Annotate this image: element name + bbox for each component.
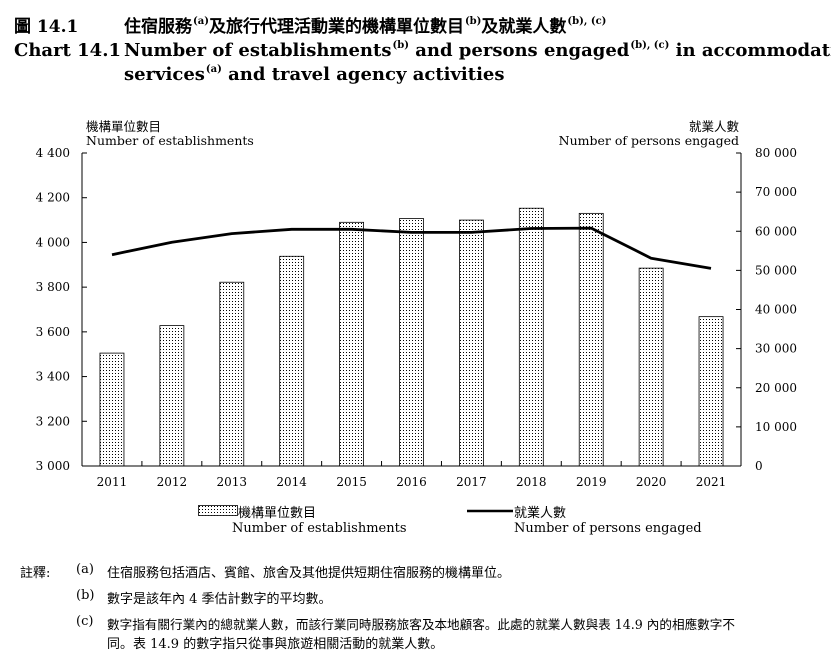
right-tick-label: 50 000 (755, 263, 797, 277)
note-c-mark: (c) (76, 614, 94, 629)
left-tick-label: 3 600 (36, 325, 70, 339)
title-zh-part1: 住宿服務 (124, 17, 192, 37)
title-en-part1: Number of establishments (124, 40, 392, 61)
bar-2013 (219, 281, 245, 467)
notes-label: 註釋: (20, 566, 51, 581)
right-tick-label: 80 000 (755, 146, 797, 160)
left-tick-label: 3 000 (36, 459, 70, 473)
bar-2018 (518, 207, 544, 467)
legend-line-label-en: Number of persons engaged (514, 521, 702, 536)
right-tick-label: 0 (755, 459, 763, 473)
left-tick-label: 3 400 (36, 370, 70, 384)
chart-title-en-line1: Number of establishments(b) and persons … (124, 40, 831, 61)
bar-2014 (279, 255, 305, 467)
x-tick-label-2018: 2018 (516, 475, 547, 489)
title-en-part2: and persons engaged (408, 40, 630, 61)
title-zh-sup-b: (b) (464, 16, 482, 27)
x-tick-label-2015: 2015 (336, 475, 367, 489)
left-tick-label: 4 000 (36, 235, 70, 249)
bar-2019 (578, 212, 604, 467)
legend-bar-swatch (198, 505, 238, 516)
left-tick-label: 4 200 (36, 191, 70, 205)
x-tick-label-2013: 2013 (216, 475, 247, 489)
x-tick-label-2017: 2017 (456, 475, 487, 489)
chart-title-zh: 住宿服務(a)及旅行代理活動業的機構單位數目(b)及就業人數(b), (c) (124, 12, 606, 37)
title-en-sup-a: (a) (205, 64, 222, 75)
left-tick-label: 3 800 (36, 280, 70, 294)
legend-line-label-zh: 就業人數 (514, 506, 567, 521)
right-tick-label: 30 000 (755, 342, 797, 356)
title-en-sup-b: (b) (392, 40, 409, 51)
title-zh-sup-bc: (b), (c) (567, 16, 607, 27)
note-c-text-line1: 數字指有關行業內的總就業人數，而該行業同時服務旅客及本地顧客。此處的就業人數與表… (107, 617, 735, 632)
note-b-mark: (b) (76, 588, 95, 603)
x-tick-label-2020: 2020 (636, 475, 667, 489)
right-axis-title-zh: 就業人數 (688, 119, 739, 134)
bar-2020 (638, 267, 664, 467)
bar-2015 (339, 221, 364, 467)
title-en-part5: and travel agency activities (221, 64, 505, 85)
note-a-text: 住宿服務包括酒店、賓館、旅舍及其他提供短期住宿服務的機構單位。 (107, 566, 511, 581)
bar-2016 (399, 218, 424, 467)
left-axis-title-zh: 機構單位數目 (86, 119, 162, 134)
legend-bar-label-zh: 機構單位數目 (238, 506, 317, 521)
chart-label-en: Chart 14.1 (14, 40, 121, 61)
title-en-sup-bc: (b), (c) (630, 40, 670, 51)
x-tick-label-2021: 2021 (696, 475, 727, 489)
right-tick-label: 40 000 (755, 303, 797, 317)
persons-engaged-line (111, 226, 712, 270)
x-tick-label-2014: 2014 (276, 475, 307, 489)
right-tick-label: 10 000 (755, 420, 797, 434)
note-b-text: 數字是該年內 4 季估計數字的平均數。 (107, 592, 332, 607)
right-tick-label: 20 000 (755, 381, 797, 395)
right-tick-label: 70 000 (755, 185, 797, 199)
right-axis-title-en: Number of persons engaged (558, 133, 739, 148)
bar-2021 (698, 316, 724, 467)
x-tick-label-2012: 2012 (157, 475, 188, 489)
left-axis-title-en: Number of establishments (86, 133, 254, 148)
x-tick-label-2016: 2016 (396, 475, 427, 489)
x-tick-label-2019: 2019 (576, 475, 607, 489)
title-en-part3: in accommodation (675, 40, 831, 61)
bar-2012 (159, 325, 185, 467)
left-tick-label: 3 200 (36, 414, 70, 428)
x-tick-label-2011: 2011 (97, 475, 128, 489)
note-a-mark: (a) (76, 562, 94, 577)
title-zh-part2: 及旅行代理活動業的機構單位數目 (208, 17, 464, 37)
chart-label-zh: 圖 14.1 (14, 17, 79, 37)
title-zh-sup-a: (a) (193, 16, 209, 27)
chart-title-en-line2: services(a) and travel agency activities (124, 64, 505, 85)
bar-2017 (459, 219, 484, 467)
right-tick-label: 60 000 (755, 224, 797, 238)
legend-bar-label-en: Number of establishments (232, 521, 407, 536)
note-c-text-line2: 同。表 14.9 的數字指只從事與旅遊相關活動的就業人數。 (107, 637, 444, 652)
left-tick-label: 4 400 (36, 146, 70, 160)
title-zh-part3: 及就業人數 (481, 17, 567, 37)
legend-line-swatch (467, 509, 513, 513)
title-en-part4: services (124, 64, 205, 85)
bar-2011 (99, 352, 125, 467)
